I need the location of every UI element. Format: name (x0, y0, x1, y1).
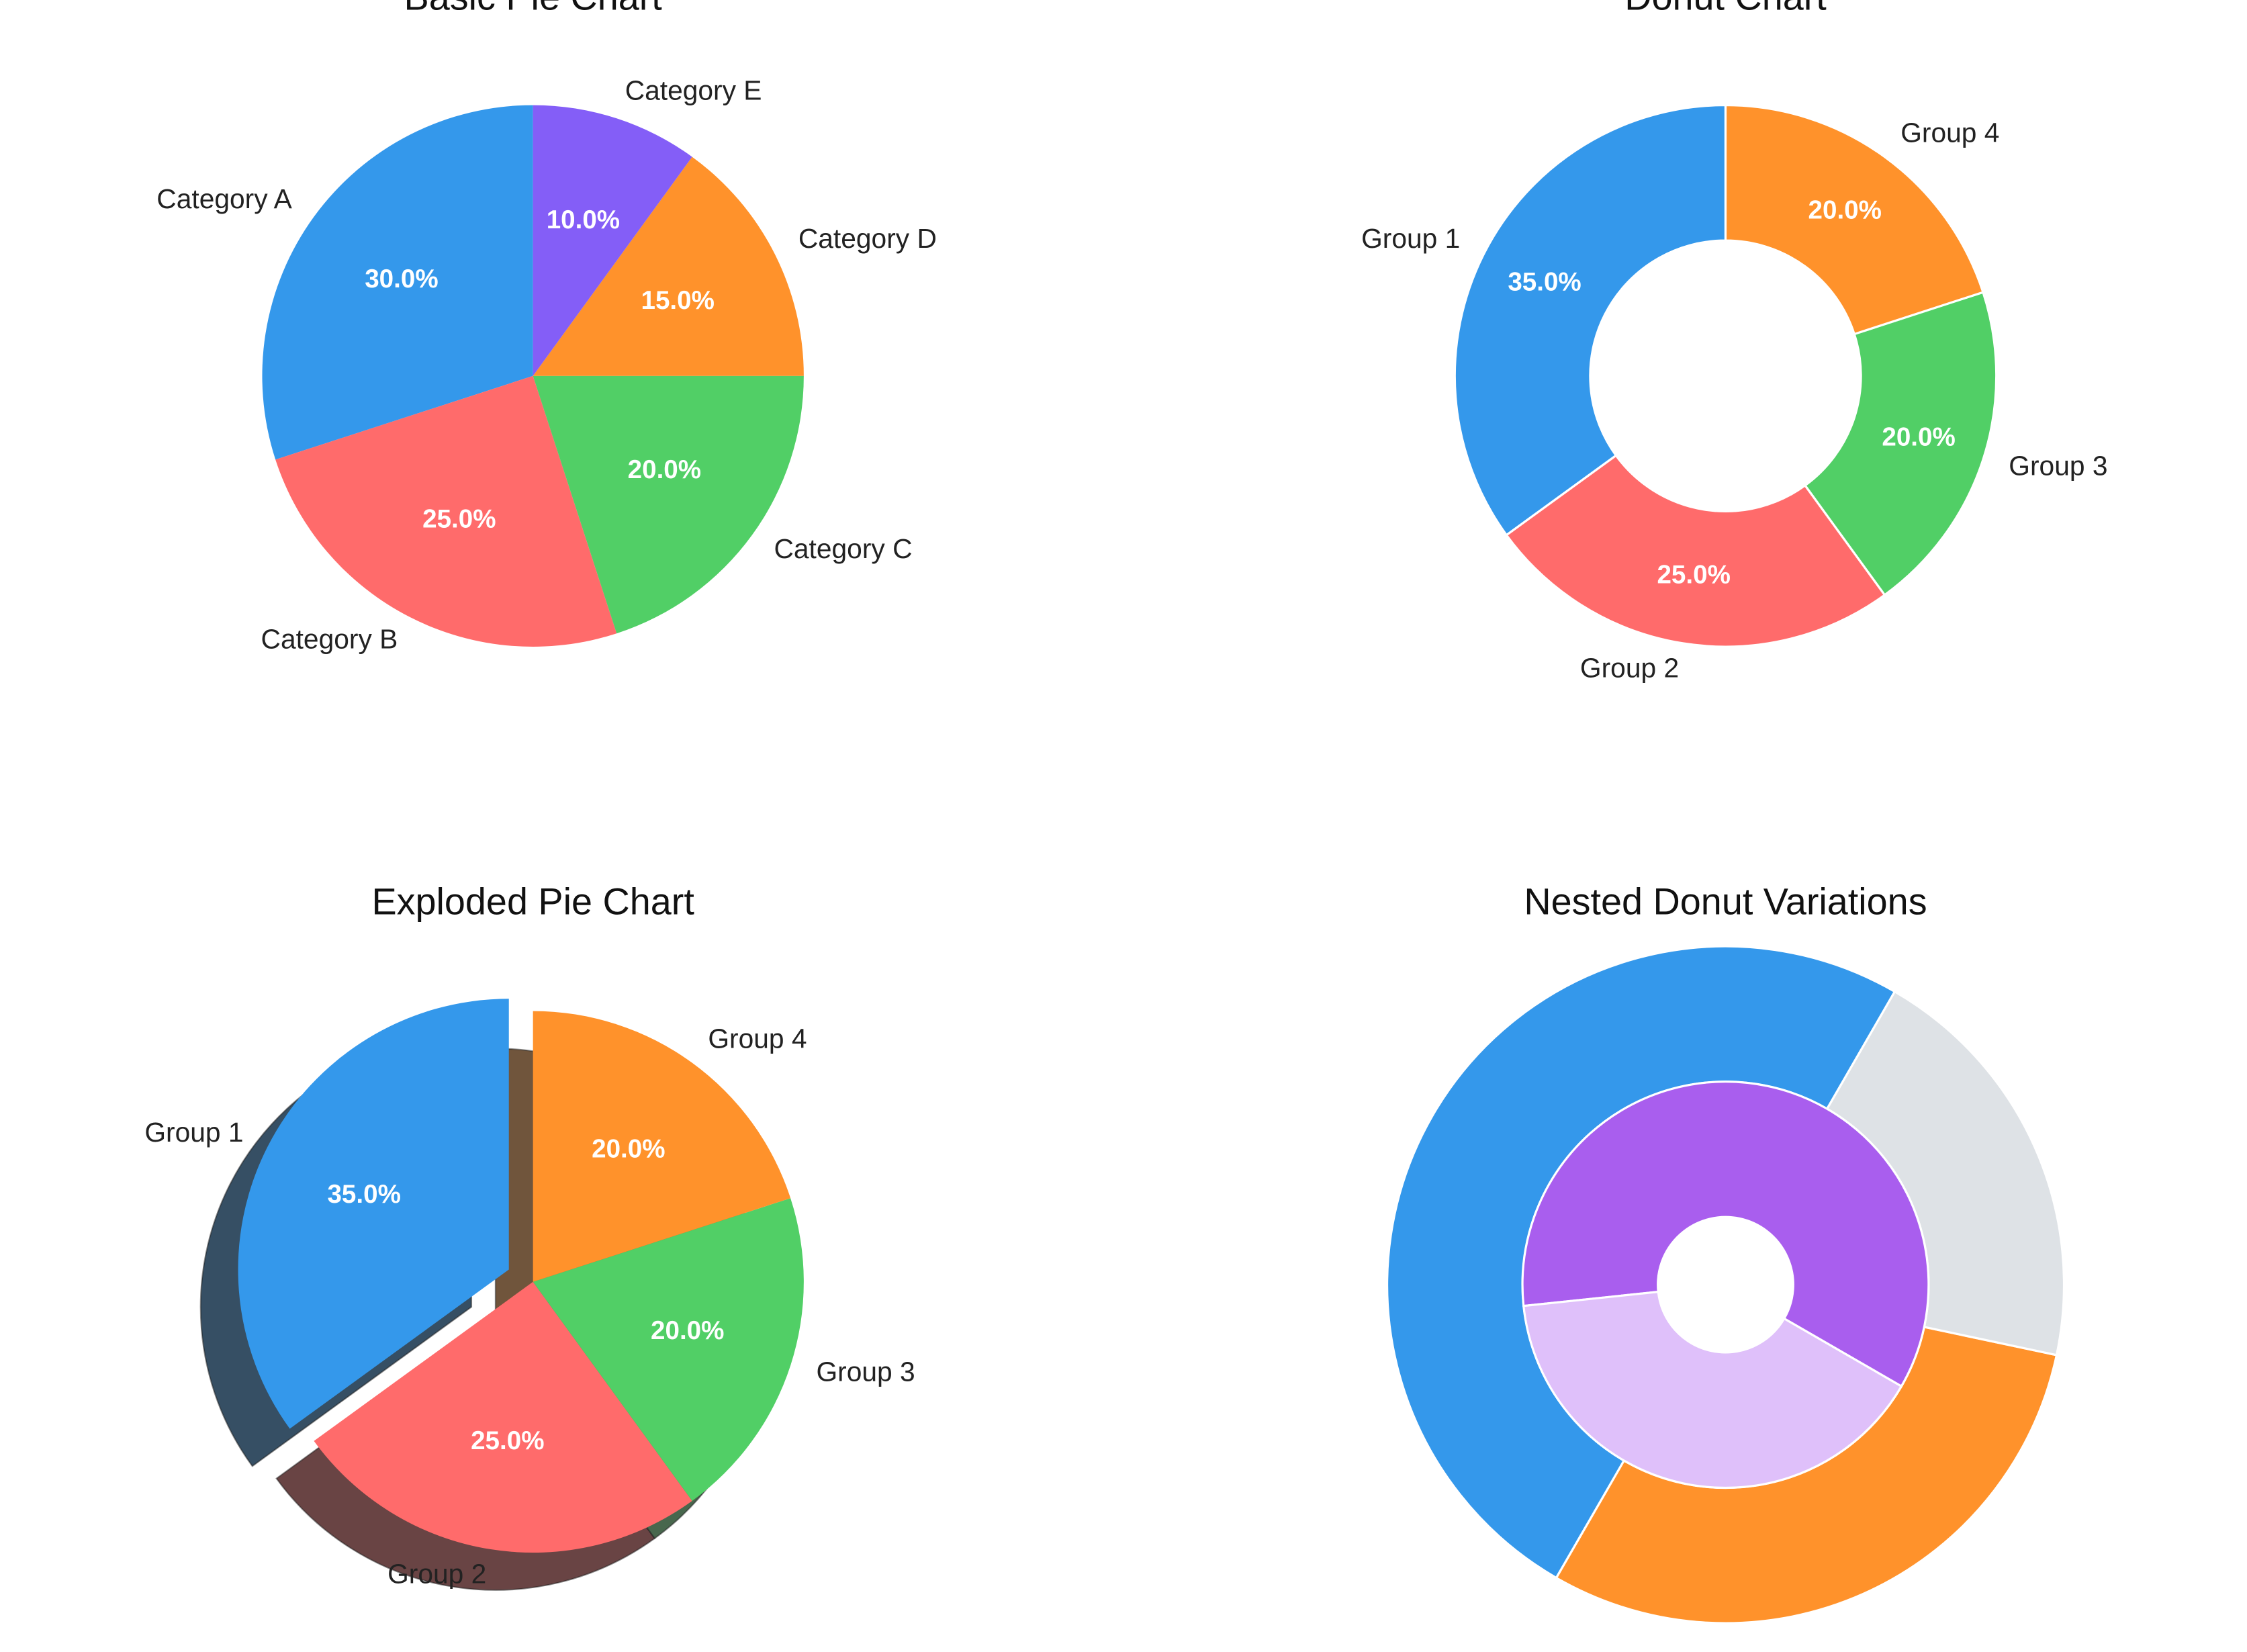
category-label: Category E (625, 75, 762, 106)
nested-donut-group (1385, 945, 2066, 1624)
value-label: 20.0% (628, 455, 701, 484)
pie-group: Group 1 35.0% Group 2 25.0% Group 3 20.0% Grou… (144, 999, 915, 1591)
wedge (262, 105, 533, 460)
category-label: Group 2 (387, 1559, 486, 1590)
category-label: Group 1 (144, 1117, 243, 1148)
category-label: Category B (261, 624, 398, 655)
value-label: 25.0% (1657, 561, 1730, 590)
category-label: Group 1 (1361, 223, 1460, 254)
chart-title: Donut Chart (1624, 0, 1827, 18)
category-label: Group 4 (708, 1023, 807, 1054)
value-label: 20.0% (1808, 195, 1882, 224)
value-label: 35.0% (327, 1180, 400, 1209)
value-label: 35.0% (1508, 268, 1581, 297)
value-label: 25.0% (471, 1426, 544, 1455)
wedge (533, 156, 804, 376)
category-label: Category D (798, 223, 937, 254)
value-label: 10.0% (547, 205, 620, 234)
category-label: Group 4 (1900, 118, 1999, 148)
pie-group: Category A 30.0% Category B 25.0% Category C… (156, 75, 937, 655)
wedge (1803, 291, 1998, 597)
category-label: Group 3 (816, 1357, 915, 1387)
value-label: 20.0% (651, 1316, 724, 1345)
value-label: 25.0% (422, 505, 496, 534)
wedge (533, 1011, 791, 1282)
value-label: 30.0% (365, 265, 438, 293)
ring-wedge (1521, 1081, 1930, 1388)
value-label: 20.0% (1882, 422, 1955, 451)
value-label: 15.0% (641, 286, 715, 315)
category-label: Group 2 (1580, 653, 1679, 684)
wedge (314, 1281, 692, 1553)
ring-wedge (1522, 1290, 1903, 1489)
wedge (275, 375, 617, 647)
category-label: Category C (774, 533, 912, 564)
wedge (533, 105, 692, 376)
wedge (1505, 454, 1886, 648)
wedge (533, 375, 804, 634)
chart-title: Basic Pie Chart (404, 0, 663, 18)
wedge (1724, 103, 1984, 336)
category-label: Category A (156, 183, 292, 214)
wedge (1453, 103, 1727, 537)
wedge (238, 999, 509, 1429)
wedge (533, 1198, 804, 1502)
pie-group: Group 1 35.0% Group 2 25.0% Group 3 20.0% Grou… (1361, 103, 2108, 684)
chart-title: Exploded Pie Chart (371, 881, 694, 923)
value-label: 20.0% (592, 1134, 665, 1163)
category-label: Group 3 (2009, 451, 2107, 481)
chart-title: Nested Donut Variations (1524, 881, 1927, 923)
